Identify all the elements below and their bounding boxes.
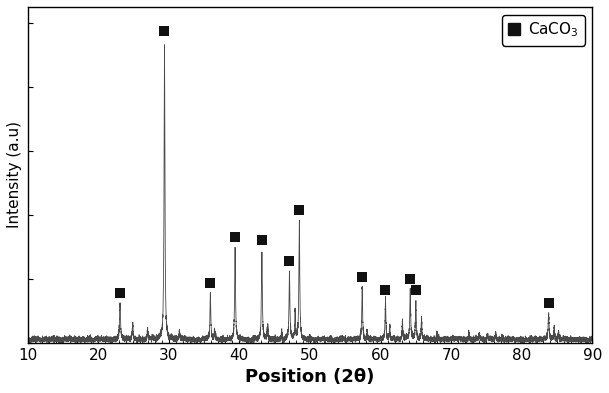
X-axis label: Position (2θ): Position (2θ) [245, 368, 375, 386]
Legend: CaCO$_3$: CaCO$_3$ [502, 15, 585, 46]
Y-axis label: Intensity (a.u): Intensity (a.u) [7, 121, 22, 228]
